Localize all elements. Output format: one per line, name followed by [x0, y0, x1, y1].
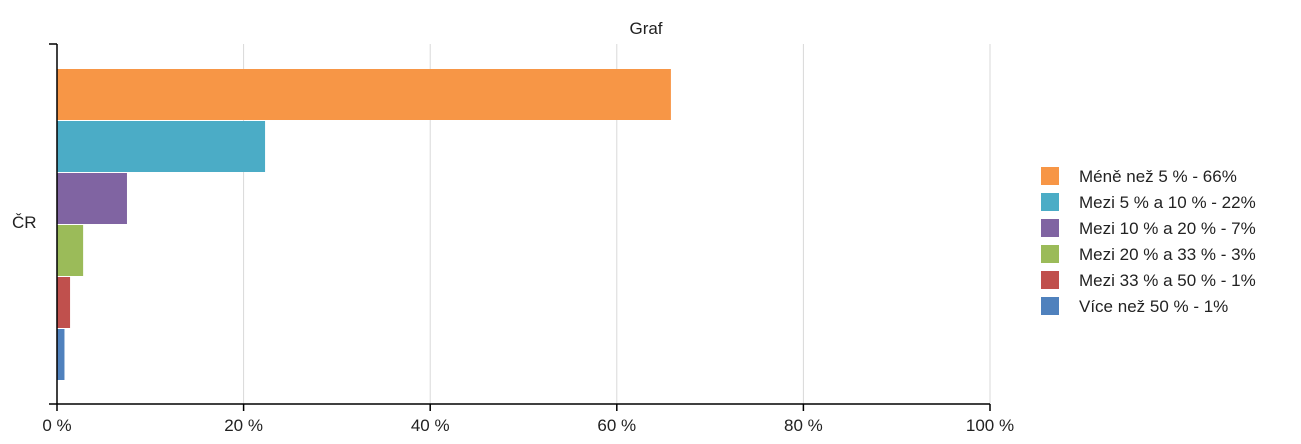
- legend-label: Mezi 20 % a 33 % - 3%: [1079, 245, 1256, 264]
- chart-title: Graf: [629, 19, 662, 38]
- bar-1: [57, 69, 671, 120]
- legend-item-1: Méně než 5 % - 66%: [1041, 167, 1237, 186]
- bar-6: [57, 329, 65, 380]
- legend-swatch: [1041, 245, 1059, 263]
- category-label: ČR: [12, 213, 37, 232]
- category-labels: ČR: [12, 213, 37, 232]
- x-tick-label-40: 40 %: [411, 416, 450, 435]
- legend-swatch: [1041, 219, 1059, 237]
- x-tick-label-80: 80 %: [784, 416, 823, 435]
- bar-2: [57, 121, 266, 172]
- legend-item-3: Mezi 10 % a 20 % - 7%: [1041, 219, 1256, 238]
- legend-swatch: [1041, 271, 1059, 289]
- bar-4: [57, 225, 84, 276]
- legend-label: Více než 50 % - 1%: [1079, 297, 1228, 316]
- legend-swatch: [1041, 167, 1059, 185]
- legend-label: Mezi 10 % a 20 % - 7%: [1079, 219, 1256, 238]
- legend-item-2: Mezi 5 % a 10 % - 22%: [1041, 193, 1256, 212]
- x-tick-label-20: 20 %: [224, 416, 263, 435]
- legend-swatch: [1041, 297, 1059, 315]
- axes: [49, 43, 991, 411]
- legend-label: Mezi 5 % a 10 % - 22%: [1079, 193, 1256, 212]
- bar-5: [57, 277, 71, 328]
- legend-item-4: Mezi 20 % a 33 % - 3%: [1041, 245, 1256, 264]
- legend-label: Mezi 33 % a 50 % - 1%: [1079, 271, 1256, 290]
- bars: [57, 69, 671, 380]
- legend-swatch: [1041, 193, 1059, 211]
- x-tick-label-0: 0 %: [42, 416, 71, 435]
- x-tick-label-100: 100 %: [966, 416, 1014, 435]
- legend: Méně než 5 % - 66% Mezi 5 % a 10 % - 22% M…: [1041, 167, 1256, 316]
- x-tick-labels: 0 % 20 % 40 % 60 % 80 % 100 %: [42, 416, 1014, 435]
- legend-label: Méně než 5 % - 66%: [1079, 167, 1237, 186]
- x-tick-label-60: 60 %: [597, 416, 636, 435]
- legend-item-5: Mezi 33 % a 50 % - 1%: [1041, 271, 1256, 290]
- legend-item-6: Více než 50 % - 1%: [1041, 297, 1228, 316]
- bar-3: [57, 173, 127, 224]
